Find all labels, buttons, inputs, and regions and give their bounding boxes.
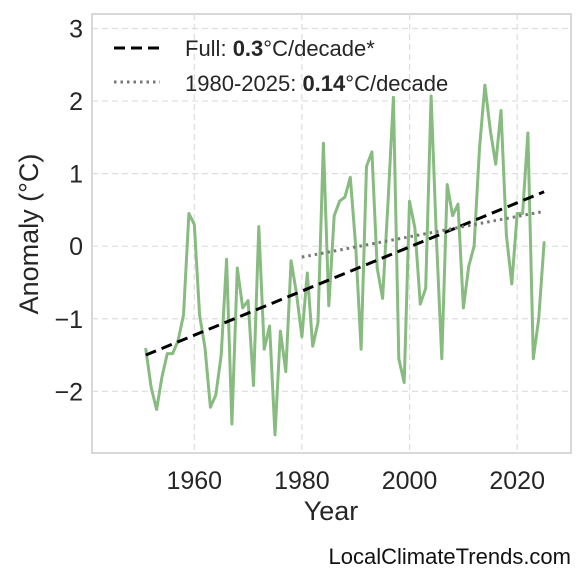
series-layer — [144, 83, 546, 437]
y-tick-label: −1 — [54, 306, 83, 334]
y-axis-ticks: −2 −1 0 1 2 3 — [54, 16, 83, 407]
y-tick-label: 3 — [69, 16, 83, 44]
y-tick-label: 2 — [69, 88, 83, 116]
x-axis-label: Year — [304, 496, 359, 526]
y-tick-label: 0 — [69, 233, 83, 261]
grid — [92, 14, 571, 453]
y-tick-label: 1 — [69, 161, 83, 189]
x-tick-label: 1980 — [274, 467, 330, 495]
temperature-anomaly-chart: 1960 1980 2000 2020 −2 −1 0 1 2 3 Year Anomaly (… — [14, 13, 572, 526]
y-tick-label: −2 — [54, 378, 83, 406]
trend-layer — [145, 190, 545, 357]
legend-entry-recent: 1980-2025: 0.14°C/decade — [185, 71, 448, 96]
legend: Full: 0.3°C/decade* 1980-2025: 0.14°C/de… — [114, 36, 448, 96]
anomaly-series-line — [144, 83, 546, 437]
x-tick-label: 1960 — [166, 467, 222, 495]
y-axis-label: Anomaly (°C) — [14, 154, 44, 315]
full-trend-line — [145, 190, 545, 357]
plot-area — [91, 13, 572, 454]
x-tick-label: 2000 — [382, 467, 438, 495]
legend-entry-full: Full: 0.3°C/decade* — [185, 36, 375, 61]
x-axis-ticks: 1960 1980 2000 2020 — [166, 467, 545, 495]
site-credit: LocalClimateTrends.com — [328, 544, 572, 569]
x-tick-label: 2020 — [489, 467, 545, 495]
recent-trend-line — [301, 209, 545, 259]
